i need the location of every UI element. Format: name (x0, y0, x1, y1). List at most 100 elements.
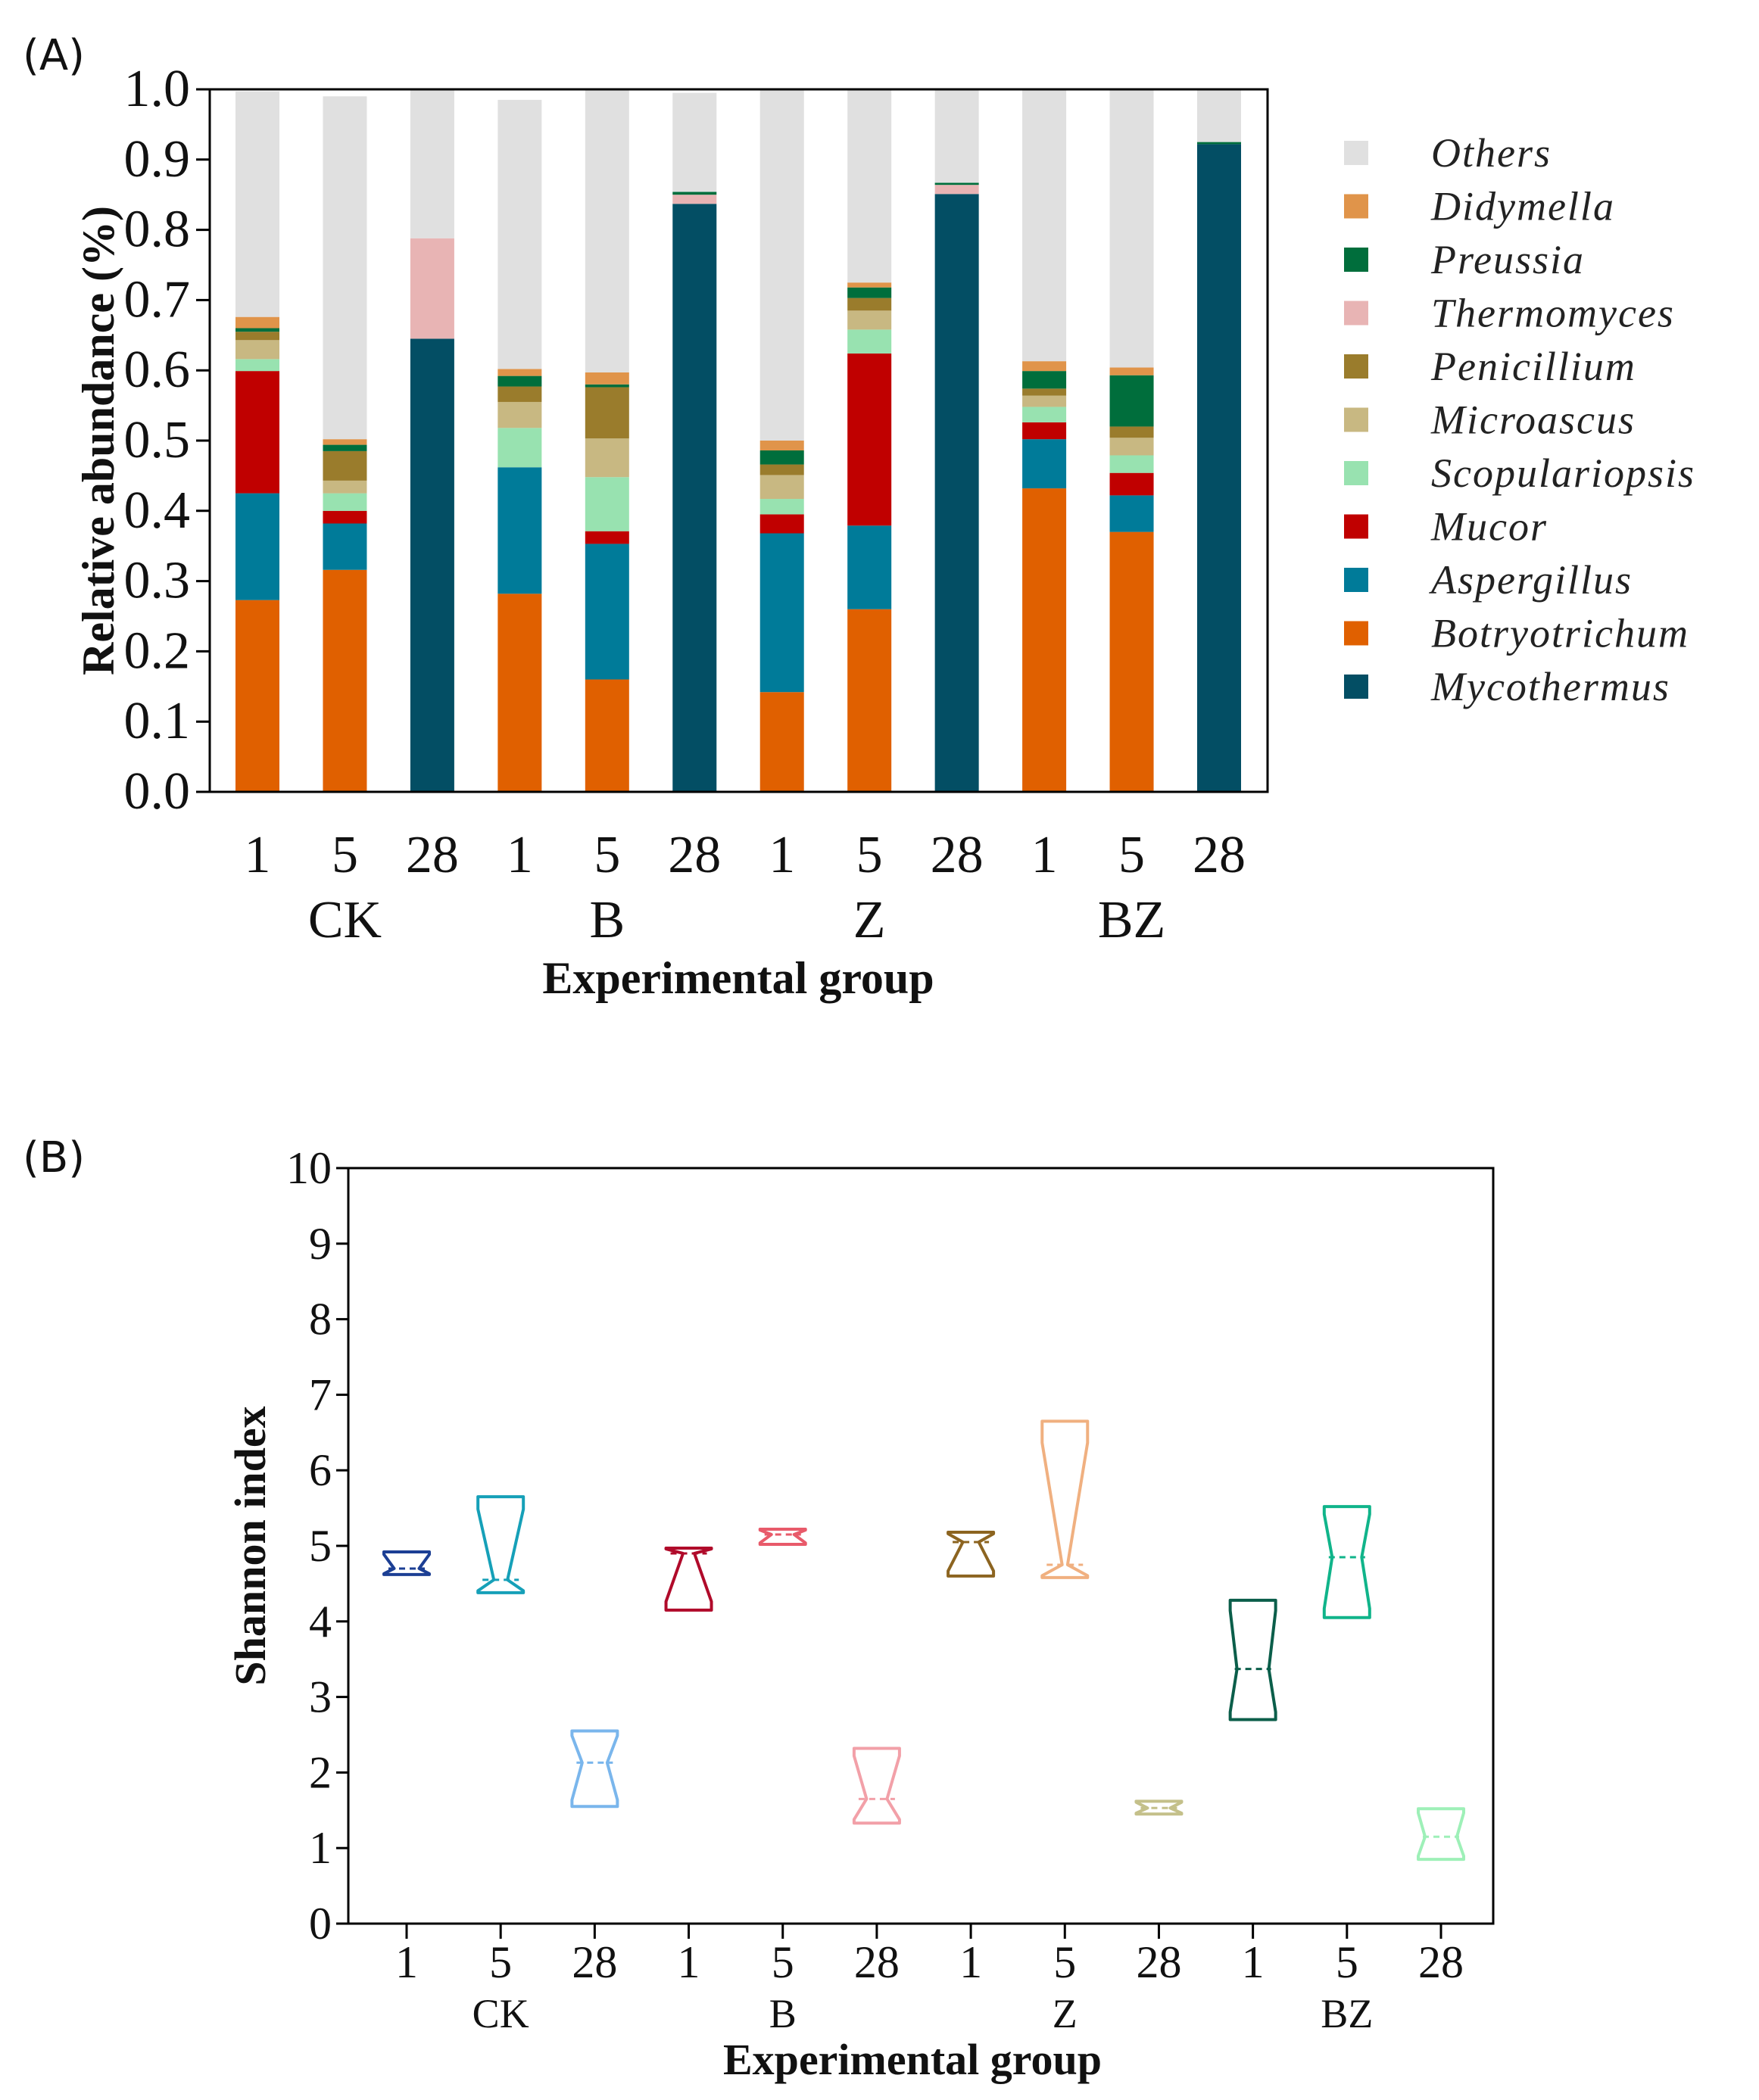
panel-a-label: (A) (23, 31, 85, 80)
violin-b-day-28 (852, 1746, 901, 1825)
violin-ck-day-1 (382, 1550, 431, 1576)
bar-segment-penicillium (235, 332, 279, 341)
x-tick-label: 28 (406, 826, 459, 884)
bar-segment-microascus (585, 438, 629, 478)
bar-segment-penicillium (585, 387, 629, 439)
y-tick-label: 0.0 (124, 762, 191, 821)
bar-segment-mycothermus (672, 204, 717, 792)
bar-segment-mycothermus (410, 338, 454, 792)
group-label: BZ (1321, 1991, 1373, 2036)
bar-segment-others (1109, 89, 1154, 368)
y-tick-label: 0.8 (124, 201, 191, 259)
y-tick-label: 5 (309, 1521, 332, 1571)
y-tick-label: 0.5 (124, 411, 191, 469)
group-label: Z (1053, 1991, 1078, 2036)
legend-label: Penicillium (1430, 344, 1636, 389)
bar-segment-others (934, 89, 979, 183)
legend-label: Aspergillus (1429, 557, 1633, 603)
violin-b-day-5 (758, 1528, 807, 1546)
legend-swatch (1344, 248, 1368, 272)
x-tick-label: 5 (1053, 1937, 1076, 1987)
panel-b-y-axis-title: Shannon index (226, 1406, 275, 1685)
bar-segment-botryotrichum (497, 594, 542, 792)
violin-z-day-5 (1040, 1419, 1090, 1579)
y-tick-label: 4 (309, 1597, 332, 1647)
legend-swatch (1344, 354, 1368, 379)
panel-b-x-axis-title: Experimental group (723, 2035, 1102, 2084)
bar-segment-penicillium (1109, 426, 1154, 438)
group-label: Z (853, 891, 886, 949)
bar-segment-botryotrichum (1109, 531, 1154, 792)
y-tick-label: 0.2 (124, 622, 191, 680)
panel-a-y-axis-title: Relative abundance (%) (73, 206, 123, 675)
bar-segment-botryotrichum (759, 692, 804, 792)
bar-segment-aspergillus (847, 525, 892, 609)
bar-segment-penicillium (497, 386, 542, 402)
legend-swatch (1344, 621, 1368, 646)
bar-segment-mycothermus (934, 194, 979, 793)
x-tick-label: 1 (395, 1937, 418, 1987)
legend-swatch (1344, 568, 1368, 592)
bar-segment-didymella (323, 439, 367, 445)
x-tick-label: 5 (1336, 1937, 1358, 1987)
bar-segment-others (672, 92, 717, 192)
violin-bz-day-1 (1228, 1598, 1277, 1721)
x-tick-label: 1 (507, 826, 533, 884)
bar-segment-aspergillus (323, 523, 367, 570)
legend-swatch (1344, 675, 1368, 699)
bar-segment-preussia (759, 450, 804, 465)
bar-segment-others (497, 99, 542, 369)
y-tick-label: 0.1 (124, 692, 191, 750)
x-tick-label: 1 (1031, 826, 1058, 884)
y-tick-label: 0.6 (124, 341, 191, 399)
bar-segment-botryotrichum (585, 679, 629, 792)
x-tick-label: 5 (772, 1937, 794, 1987)
violin-z-day-1 (947, 1531, 996, 1578)
legend-swatch (1344, 194, 1368, 219)
bar-segment-microascus (497, 401, 542, 428)
bar-segment-mucor (1109, 472, 1154, 496)
bar-segment-mucor (1022, 422, 1067, 440)
bar-segment-didymella (847, 282, 892, 288)
legend-label: Scopulariopsis (1431, 450, 1695, 496)
legend-label: Didymella (1430, 184, 1615, 229)
bar-segment-preussia (934, 182, 979, 185)
legend-swatch (1344, 141, 1368, 165)
bar-segment-others (585, 89, 629, 372)
x-tick-label: 5 (332, 826, 358, 884)
x-tick-label: 28 (931, 826, 984, 884)
violin-b-day-1 (664, 1546, 713, 1612)
y-tick-label: 0.9 (124, 130, 191, 189)
y-tick-label: 1 (309, 1823, 332, 1873)
legend-swatch (1344, 407, 1368, 432)
legend-label: Botryotrichum (1431, 611, 1689, 656)
panel-a-plot-frame (208, 88, 1269, 793)
bar-segment-others (847, 89, 892, 283)
x-tick-label: 5 (594, 826, 620, 884)
panel-a-bars (235, 89, 1241, 793)
bar-segment-botryotrichum (235, 600, 279, 792)
x-tick-label: 5 (856, 826, 883, 884)
y-tick-label: 0.3 (124, 552, 191, 610)
bar-segment-mucor (759, 514, 804, 534)
group-label: B (589, 891, 625, 949)
x-tick-label: 28 (854, 1937, 900, 1987)
bar-segment-didymella (759, 441, 804, 450)
y-tick-label: 0 (309, 1899, 332, 1949)
bar-segment-preussia (497, 375, 542, 387)
bar-segment-aspergillus (759, 533, 804, 693)
x-tick-label: 28 (1136, 1937, 1181, 1987)
y-tick-label: 2 (309, 1747, 332, 1797)
bar-segment-aspergillus (1109, 495, 1154, 532)
bar-segment-mucor (235, 371, 279, 494)
bar-segment-thermomyces (934, 185, 979, 195)
y-tick-label: 0.4 (124, 481, 191, 540)
bar-segment-penicillium (847, 298, 892, 311)
x-tick-label: 1 (678, 1937, 700, 1987)
bar-segment-penicillium (323, 450, 367, 481)
x-tick-label: 5 (1118, 826, 1145, 884)
x-tick-label: 1 (959, 1937, 982, 1987)
bar-segment-didymella (1109, 367, 1154, 375)
x-tick-label: 5 (489, 1937, 512, 1987)
